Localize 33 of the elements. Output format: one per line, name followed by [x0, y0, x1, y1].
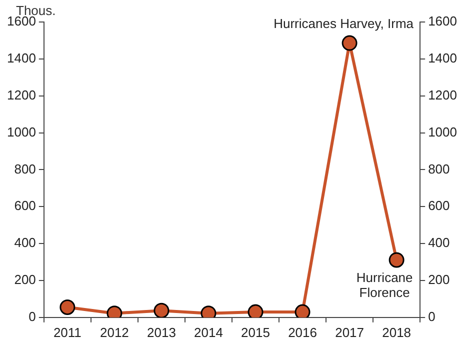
y2-tick-label: 400 [428, 235, 450, 250]
point [60, 299, 76, 315]
y-tick-label: 800 [14, 161, 36, 176]
y-tick-label: 1200 [7, 87, 36, 102]
x-tick-label: 2017 [335, 324, 364, 340]
x-tick-label: 2011 [53, 324, 82, 340]
y-tick-label: 400 [14, 235, 36, 250]
y2-tick-label: 0 [428, 308, 436, 324]
annotation: Hurricane Florence [356, 270, 413, 300]
y2-tick-label: 600 [428, 198, 450, 214]
x-tick-label: 2015 [241, 324, 270, 340]
point [248, 304, 264, 318]
point [342, 35, 358, 51]
x-tick-label: 2018 [382, 324, 412, 340]
y-tick-label: 200 [14, 272, 36, 288]
x-tick-label: 2014 [194, 324, 223, 340]
annotation: Hurricanes Harvey, Irma [274, 16, 414, 32]
y-tick-label: 1400 [7, 50, 36, 66]
y2-tick-label: 800 [428, 161, 450, 176]
point [294, 304, 310, 318]
x-tick-label: 2016 [288, 324, 317, 340]
x-tick-label: 2013 [147, 324, 176, 340]
y2-tick-label: 1200 [428, 87, 457, 102]
y2-tick-label: 1000 [428, 124, 457, 140]
y-tick-label: 1000 [7, 124, 36, 140]
y2-tick-label: 1400 [428, 50, 457, 66]
y-tick-label: 0 [28, 308, 36, 324]
x-tick-label: 2012 [100, 324, 129, 340]
y2-tick-label: 200 [428, 272, 450, 288]
point [388, 252, 404, 268]
point [154, 302, 170, 318]
y-tick-label: 600 [14, 198, 36, 214]
y2-tick-label: 1600 [428, 14, 457, 29]
